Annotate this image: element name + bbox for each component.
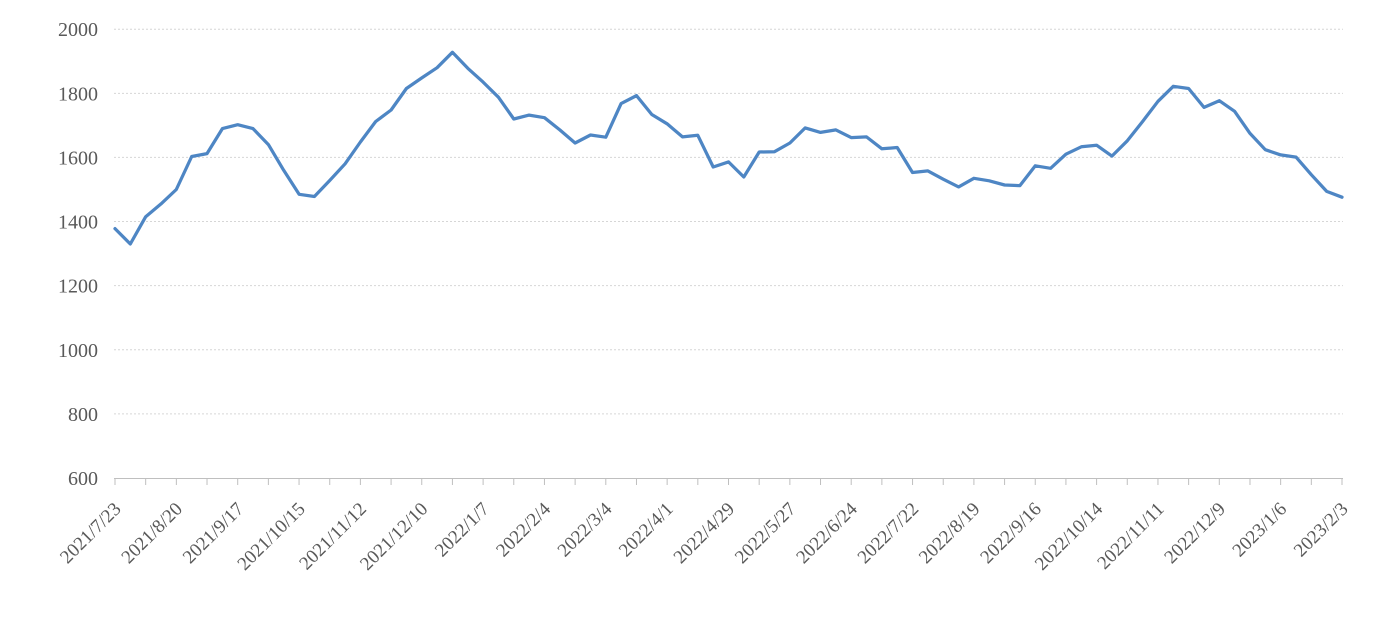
y-axis-label: 1800 — [58, 83, 98, 105]
x-axis — [114, 478, 1343, 485]
y-axis-label: 1200 — [58, 276, 98, 298]
y-axis-label: 800 — [68, 404, 98, 426]
gridlines — [114, 28, 1343, 415]
y-axis-label: 1400 — [58, 212, 98, 234]
y-axis-label: 2000 — [58, 19, 98, 41]
y-axis-labels: 600 800 1000 1200 1400 1600 1800 2000 — [58, 19, 98, 490]
y-axis-label: 1000 — [58, 340, 98, 362]
y-axis-label: 1600 — [58, 147, 98, 169]
data-series-line — [113, 50, 1344, 246]
y-axis-label: 600 — [68, 468, 98, 490]
